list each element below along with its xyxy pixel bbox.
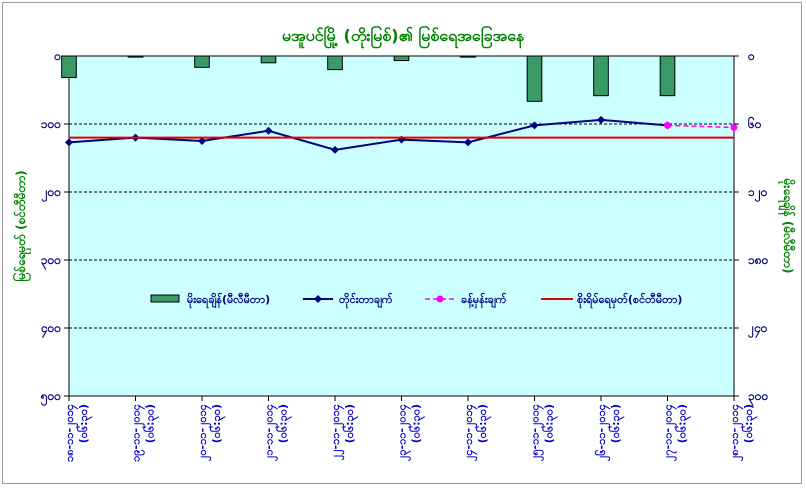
x-tick-date: ၂၃-၁၁-၂၀၁၄ (396, 404, 412, 461)
rain-bar (393, 55, 410, 62)
right-tick-label: ၆၀ (747, 115, 762, 131)
x-tick-date: ၂၇-၁၁-၂၀၁၄ (662, 404, 678, 461)
left-tick-label: ၄၀၀ (40, 321, 62, 339)
rainfall-bars (61, 55, 676, 102)
legend-swatch-bar (150, 294, 180, 303)
left-axis-label: မြစ်ရေမှတ် (စင်တီမီတာ) (11, 170, 32, 281)
observed-point (198, 137, 206, 145)
x-tick-date: ၂၅-၁၁-၂၀၁၄ (529, 404, 545, 461)
observed-point (65, 138, 73, 147)
observed-point (464, 138, 472, 147)
x-tick-date: ၂၂-၁၁-၂၀၁၄ (329, 404, 345, 460)
observed-point (597, 115, 605, 124)
rain-bar (526, 55, 543, 102)
rain-bar (127, 55, 144, 58)
right-tick-label: ၁၈၀ (748, 253, 769, 267)
forecast-point (664, 121, 671, 129)
rain-bar (61, 55, 77, 79)
left-tick-label: ၅၀၀ (40, 389, 62, 407)
observed-line (68, 118, 668, 151)
x-tick-time: (၀၆:၃၀) (676, 404, 692, 443)
x-tick-date: ၁၈-၁၁-၂၀၁၄ (63, 404, 79, 462)
rain-bar (593, 55, 609, 97)
right-tick-label: ၀ (747, 49, 755, 63)
forecast-line (667, 124, 735, 129)
rain-bar (260, 55, 277, 64)
chart-title: မအူပင်မြို့ (တိုးမြစ်)၏ မြစ်ရေအခြေအနေ (282, 25, 525, 49)
left-tick-label: ၁၀၀ (41, 117, 62, 131)
right-axis-label: မိုးရေချိန် (မီလီမီတာ) (777, 178, 797, 274)
legend: မိုးရေချိန်(မီလီမီတာ) တိုင်းတာချက် ခန့်မှန… (150, 292, 682, 309)
legend-label: တိုင်းတာချက် (339, 292, 393, 309)
x-tick-time: (၀၆:၃၀) (742, 404, 758, 443)
observed-point (530, 121, 539, 130)
x-tick-date: ၂၆-၁၁-၂၀၁၄ (595, 404, 611, 461)
rain-bar (327, 55, 343, 71)
legend-swatch-marker (314, 295, 322, 303)
left-tick-label: ၂၀၀ (41, 185, 62, 203)
x-tick-date: ၂၄-၁၁-၂၀၁၄ (462, 404, 478, 461)
x-tick-date: ၂၁-၁၁-၂၀၁၄ (263, 404, 279, 461)
x-tick-time: (၀၆:၃၀) (144, 404, 160, 443)
x-tick-time: (၀၆:၃၀) (343, 404, 359, 443)
x-tick-time: (၀၆:၃၀) (410, 404, 426, 443)
x-tick-time: (၀၆:၃၀) (210, 404, 226, 443)
rain-bar (194, 55, 210, 68)
right-tick-label: ၃၀၀ (748, 389, 769, 407)
legend-label: မိုးရေချိန်(မီလီမီတာ) (187, 292, 270, 309)
rain-bar (659, 55, 676, 97)
x-tick-date: ၂၈-၁၁-၂၀၁၄ (728, 404, 744, 461)
x-tick-time: (၀၆:၃၀) (609, 404, 625, 443)
x-tick-date: ၁၉-၁၁-၂၀၁၄ (130, 404, 146, 462)
x-tick-time: (၀၆:၃၀) (77, 404, 93, 443)
chart-svg: မအူပင်မြို့ (တိုးမြစ်)၏ မြစ်ရေအခြေအနေ ၅၀… (11, 25, 797, 462)
x-tick-date: ၂၀-၁၁-၂၀၁၄ (196, 404, 212, 461)
legend-swatch-marker (436, 295, 444, 303)
line-series (65, 115, 738, 154)
right-tick-label: ၂၄၀ (747, 321, 768, 339)
plot-area (68, 55, 735, 397)
x-tick-time: (၀၆:၃၀) (476, 404, 492, 443)
forecast-point (730, 123, 738, 131)
legend-label: စိုးရိမ်ရေမှတ်(စင်တီမီတာ) (577, 292, 682, 309)
observed-point (331, 145, 339, 154)
grid-lines (69, 123, 734, 329)
legend-label: ခန့်မှန်းချက် (461, 292, 507, 309)
x-tick-time: (၀၆:၃၀) (277, 404, 293, 443)
rain-bar (460, 55, 476, 58)
x-tick-time: (၀၆:၃၀) (543, 404, 559, 443)
observed-point (264, 126, 273, 135)
right-tick-label: ၁၂၀ (748, 185, 768, 203)
left-tick-label: ၃၀၀ (41, 253, 62, 271)
left-tick-label: ၀ (53, 49, 61, 63)
